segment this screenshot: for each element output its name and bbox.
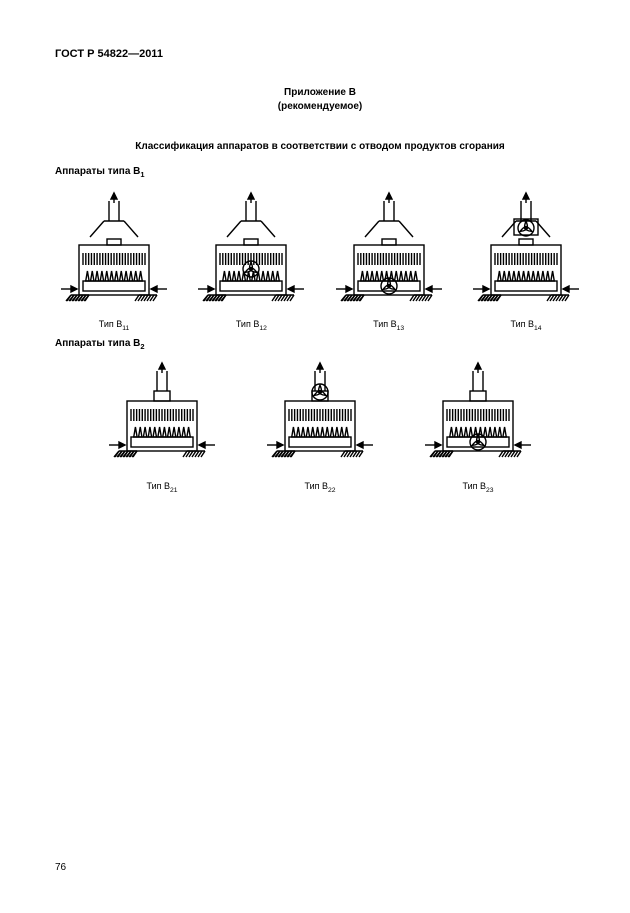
apparatus-unit: Тип В21: [103, 357, 221, 494]
apparatus-diagram: [261, 357, 379, 477]
appendix-line2: (рекомендуемое): [278, 101, 362, 112]
appendix-line1: Приложение В: [284, 87, 356, 98]
apparatus-diagram: [192, 185, 310, 315]
row-b2: Тип В21 Тип В22 Тип В23: [55, 357, 585, 494]
apparatus-diagram: [55, 185, 173, 315]
group-b1-label: Аппараты типа В1: [55, 166, 585, 179]
page-title: Классификация аппаратов в соответствии с…: [55, 141, 585, 152]
apparatus-unit: Тип В14: [467, 185, 585, 332]
apparatus-unit: Тип В23: [419, 357, 537, 494]
unit-caption: Тип В14: [510, 319, 541, 332]
unit-caption: Тип В21: [146, 481, 177, 494]
apparatus-diagram: [103, 357, 221, 477]
group-b1-sub: 1: [140, 170, 144, 179]
apparatus-diagram: [467, 185, 585, 315]
row-b1: Тип В11 Тип В12 Тип В13 Тип В14: [55, 185, 585, 332]
apparatus-unit: Тип В11: [55, 185, 173, 332]
appendix-block: Приложение В (рекомендуемое): [55, 86, 585, 113]
group-b1-text: Аппараты типа В: [55, 166, 140, 177]
unit-caption: Тип В12: [236, 319, 267, 332]
doc-header: ГОСТ Р 54822—2011: [55, 48, 585, 60]
group-b2-label: Аппараты типа В2: [55, 338, 585, 351]
unit-caption: Тип В22: [304, 481, 335, 494]
apparatus-diagram: [419, 357, 537, 477]
unit-caption: Тип В23: [462, 481, 493, 494]
apparatus-unit: Тип В22: [261, 357, 379, 494]
unit-caption: Тип В11: [99, 319, 130, 332]
unit-caption: Тип В13: [373, 319, 404, 332]
page-number: 76: [55, 862, 66, 873]
apparatus-unit: Тип В13: [330, 185, 448, 332]
group-b2-text: Аппараты типа В: [55, 338, 140, 349]
apparatus-diagram: [330, 185, 448, 315]
group-b2-sub: 2: [140, 342, 144, 351]
apparatus-unit: Тип В12: [192, 185, 310, 332]
